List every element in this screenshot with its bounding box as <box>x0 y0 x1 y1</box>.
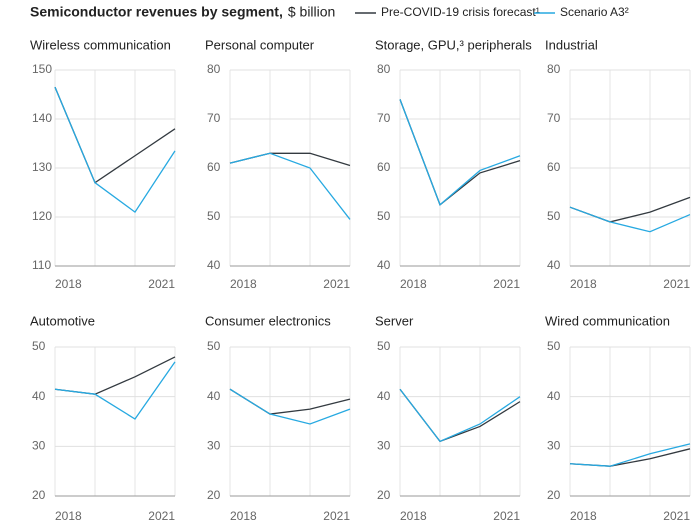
legend-label: Pre-COVID-19 crisis forecast¹ <box>381 5 540 19</box>
series-line <box>569 443 691 467</box>
y-tick-label: 20 <box>377 488 391 502</box>
panel-title: Wired communication <box>545 313 670 328</box>
x-tick-label: 2018 <box>230 277 257 291</box>
x-tick-label: 2021 <box>148 509 175 523</box>
series-line <box>229 152 351 220</box>
y-tick-label: 70 <box>547 111 561 125</box>
y-tick-label: 50 <box>32 339 46 353</box>
y-tick-label: 40 <box>207 389 221 403</box>
panel-title: Storage, GPU,³ peripherals <box>375 37 532 52</box>
y-tick-label: 50 <box>377 339 391 353</box>
y-tick-label: 40 <box>32 389 46 403</box>
y-tick-label: 50 <box>547 339 561 353</box>
y-tick-label: 70 <box>377 111 391 125</box>
y-tick-label: 120 <box>32 209 52 223</box>
x-tick-label: 2021 <box>493 277 520 291</box>
y-tick-label: 40 <box>207 258 221 272</box>
y-tick-label: 30 <box>207 439 221 453</box>
x-tick-label: 2018 <box>400 509 427 523</box>
y-tick-label: 40 <box>547 258 561 272</box>
y-tick-label: 60 <box>377 160 391 174</box>
y-tick-label: 140 <box>32 111 52 125</box>
y-tick-label: 20 <box>207 488 221 502</box>
x-tick-label: 2021 <box>323 277 350 291</box>
x-tick-label: 2021 <box>663 277 690 291</box>
legend-label: Scenario A3² <box>560 5 629 19</box>
series-line <box>229 388 351 415</box>
y-tick-label: 60 <box>547 160 561 174</box>
x-tick-label: 2018 <box>570 509 597 523</box>
y-tick-label: 50 <box>207 209 221 223</box>
y-tick-label: 60 <box>207 160 221 174</box>
series-line <box>399 99 521 206</box>
series-line <box>229 152 351 167</box>
x-tick-label: 2018 <box>55 509 82 523</box>
y-tick-label: 20 <box>547 488 561 502</box>
series-line <box>569 196 691 223</box>
y-tick-label: 70 <box>207 111 221 125</box>
series-line <box>54 86 176 214</box>
chart-title: Semiconductor revenues by segment, <box>30 4 283 20</box>
y-tick-label: 50 <box>207 339 221 353</box>
y-tick-label: 80 <box>207 62 221 76</box>
y-tick-label: 80 <box>547 62 561 76</box>
y-tick-label: 40 <box>377 258 391 272</box>
y-tick-label: 30 <box>377 439 391 453</box>
y-tick-label: 30 <box>32 439 46 453</box>
x-tick-label: 2021 <box>493 509 520 523</box>
y-tick-label: 50 <box>377 209 391 223</box>
y-tick-label: 130 <box>32 160 52 174</box>
y-tick-label: 110 <box>32 258 51 272</box>
x-tick-label: 2018 <box>570 277 597 291</box>
x-tick-label: 2018 <box>55 277 82 291</box>
y-tick-label: 80 <box>377 62 391 76</box>
y-tick-label: 30 <box>547 439 561 453</box>
y-tick-label: 50 <box>547 209 561 223</box>
y-tick-label: 150 <box>32 62 52 76</box>
x-tick-label: 2021 <box>323 509 350 523</box>
x-tick-label: 2021 <box>663 509 690 523</box>
x-tick-label: 2021 <box>148 277 175 291</box>
series-line <box>569 206 691 233</box>
series-line <box>229 388 351 425</box>
y-tick-label: 20 <box>32 488 46 502</box>
chart-subtitle: $ billion <box>288 4 335 20</box>
panel-title: Wireless communication <box>30 37 171 52</box>
x-tick-label: 2018 <box>230 509 257 523</box>
y-tick-label: 40 <box>547 389 561 403</box>
panel-title: Automotive <box>30 313 95 328</box>
series-line <box>399 99 521 206</box>
panel-title: Personal computer <box>205 37 315 52</box>
panel-title: Industrial <box>545 37 598 52</box>
series-line <box>54 361 176 420</box>
series-line <box>569 448 691 467</box>
x-tick-label: 2018 <box>400 277 427 291</box>
y-tick-label: 40 <box>377 389 391 403</box>
panel-title: Server <box>375 313 414 328</box>
panel-title: Consumer electronics <box>205 313 331 328</box>
series-line <box>399 388 521 443</box>
